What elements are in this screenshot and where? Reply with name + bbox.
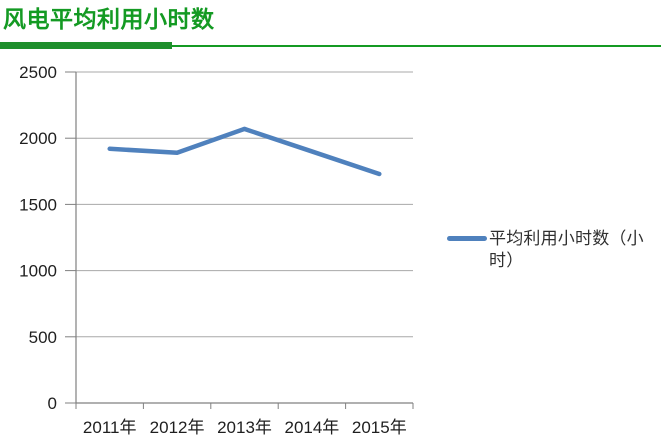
legend-label: 平均利用小时数（小时） (489, 229, 644, 270)
y-axis-tick-label: 2000 (19, 129, 57, 148)
x-axis-tick-label: 2014年 (284, 418, 339, 437)
page-title: 风电平均利用小时数 (3, 6, 215, 32)
title-underline (0, 42, 661, 49)
title-underline-thin-line (0, 45, 661, 47)
title-underline-thick-bar (0, 42, 172, 49)
y-axis-tick-label: 1500 (19, 195, 57, 214)
y-axis-tick-label: 2500 (19, 63, 57, 82)
data-line-series (107, 126, 382, 177)
legend: 平均利用小时数（小时） (447, 228, 649, 271)
x-axis-tick-label: 2011年 (83, 418, 137, 437)
x-axis-tick-label: 2015年 (352, 418, 407, 437)
y-axis-tick-label: 1000 (19, 262, 57, 281)
y-axis-tick-label: 0 (48, 394, 57, 413)
legend-line-icon (447, 236, 487, 241)
y-axis-tick-label: 500 (29, 328, 57, 347)
x-axis-tick-label: 2013年 (217, 418, 272, 437)
x-axis-tick-label: 2012年 (150, 418, 205, 437)
